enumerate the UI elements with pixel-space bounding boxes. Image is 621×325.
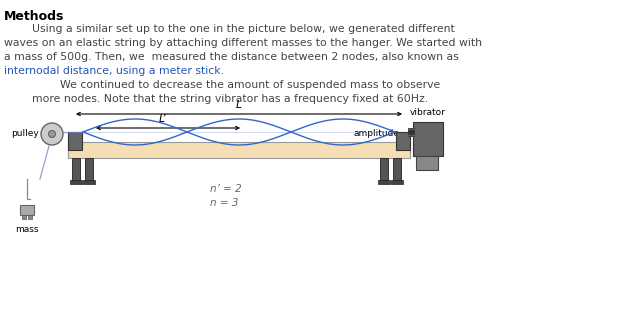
Text: internodal distance, using a meter stick.: internodal distance, using a meter stick…	[4, 66, 224, 76]
Text: Using a similar set up to the one in the picture below, we generated different: Using a similar set up to the one in the…	[4, 24, 455, 34]
Text: Methods: Methods	[4, 10, 65, 23]
Text: waves on an elastic string by attaching different masses to the hanger. We start: waves on an elastic string by attaching …	[4, 38, 482, 48]
Circle shape	[41, 123, 63, 145]
Bar	[393, 158, 401, 180]
Bar	[28, 215, 32, 219]
Bar	[416, 156, 438, 170]
Bar	[68, 132, 82, 150]
Bar	[380, 158, 388, 180]
Text: more nodes. Note that the string vibrator has a frequency fixed at 60Hz.: more nodes. Note that the string vibrato…	[4, 94, 428, 104]
Bar	[20, 205, 34, 215]
Text: amplitude: amplitude	[353, 129, 399, 138]
Bar	[413, 122, 443, 156]
Bar	[72, 158, 80, 180]
Bar	[85, 158, 93, 180]
Circle shape	[48, 131, 55, 137]
Text: vibrator: vibrator	[410, 108, 446, 117]
Bar	[22, 215, 26, 219]
Text: a mass of 500g. Then, we  measured the distance between 2 nodes, also known as: a mass of 500g. Then, we measured the di…	[4, 52, 459, 62]
Bar	[70, 180, 82, 184]
Text: L: L	[236, 100, 242, 110]
Text: L’: L’	[159, 114, 167, 124]
Bar	[396, 132, 410, 150]
Bar	[391, 180, 403, 184]
Bar	[68, 142, 410, 158]
Bar	[83, 180, 95, 184]
Text: n = 3: n = 3	[210, 198, 238, 208]
Bar	[408, 128, 414, 136]
Text: We continued to decrease the amount of suspended mass to observe: We continued to decrease the amount of s…	[4, 80, 440, 90]
Text: n’ = 2: n’ = 2	[210, 184, 242, 194]
Text: mass: mass	[16, 225, 39, 234]
Bar	[378, 180, 390, 184]
Text: pulley: pulley	[11, 129, 39, 138]
